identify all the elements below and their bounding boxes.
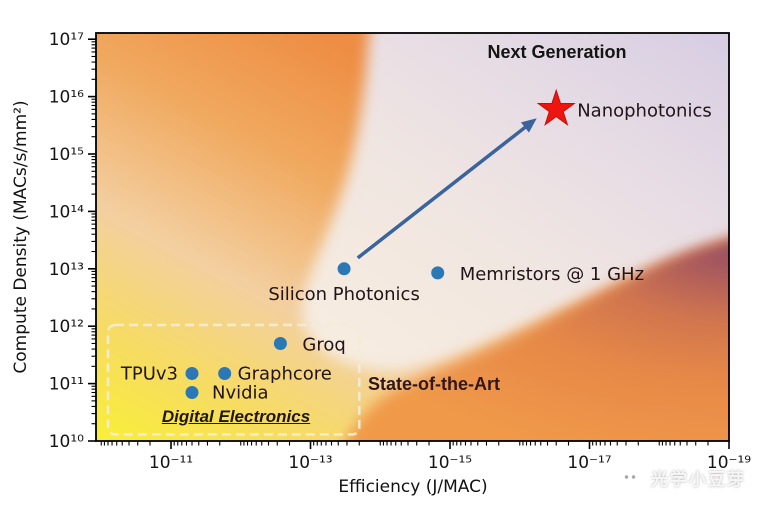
y-tick-label: 10¹⁵	[49, 145, 84, 165]
data-point-memristors-1-ghz	[431, 266, 445, 280]
data-points	[185, 88, 576, 399]
x-tick-label: 10⁻¹⁷	[567, 453, 611, 473]
x-tick-label: 10⁻¹³	[288, 453, 332, 473]
digital-electronics-box	[106, 323, 361, 436]
plot-background	[96, 33, 729, 441]
watermark-text: 光学小豆芽	[651, 469, 746, 490]
arrow-shaft	[356, 124, 529, 260]
annotation-state-of-the-art: State-of-the-Art	[368, 374, 500, 394]
x-tick-label: 10⁻¹⁵	[428, 453, 472, 473]
y-tick-label: 10¹²	[49, 317, 84, 337]
data-point-groq	[273, 336, 287, 350]
data-point-graphcore	[218, 366, 232, 380]
y-tick-label: 10¹⁰	[49, 432, 84, 452]
x-axis-label: Efficiency (J/MAC)	[338, 477, 488, 497]
axis-tick-labels: 10⁻¹¹ 10⁻¹³ 10⁻¹⁵ 10⁻¹⁷ 10⁻¹⁹ 10¹⁰ 10¹¹ 10¹² 10¹…	[49, 30, 752, 473]
point-label-graphcore: Graphcore	[238, 363, 332, 384]
annotation-next-generation: Next Generation	[487, 42, 627, 62]
digital-electronics-dashed-rect	[106, 323, 361, 436]
point-label-tpuv3: TPUv3	[120, 363, 178, 384]
point-label-nanophotonics: Nanophotonics	[577, 100, 712, 121]
y-axis-label: Compute Density (MACs/s/mm²)	[11, 100, 31, 374]
arrow-head	[520, 118, 537, 133]
x-tick-label: 10⁻¹¹	[149, 453, 193, 473]
background-blob-next-generation	[302, 33, 729, 371]
y-tick-label: 10¹⁴	[49, 202, 84, 222]
y-tick-label: 10¹³	[49, 260, 84, 280]
trend-arrow	[356, 118, 537, 260]
plot-frame	[95, 32, 730, 442]
point-label-nvidia: Nvidia	[212, 382, 269, 403]
x-tick-label: 10⁻¹⁹	[707, 453, 751, 473]
data-point-silicon-photonics	[337, 262, 351, 276]
data-point-tpuv3	[185, 366, 199, 380]
point-label-memristors-1-ghz: Memristors @ 1 GHz	[460, 264, 644, 285]
sprout-face-icon	[606, 463, 641, 489]
data-point-nvidia	[185, 385, 199, 399]
point-label-groq: Groq	[302, 334, 345, 355]
watermark: 光学小豆芽	[606, 461, 772, 493]
annotation-digital-electronics: Digital Electronics	[161, 407, 311, 426]
y-tick-label: 10¹⁷	[49, 30, 84, 50]
point-label-silicon-photonics: Silicon Photonics	[268, 284, 420, 305]
data-point-nanophotonics	[536, 88, 576, 127]
y-tick-label: 10¹⁶	[49, 88, 84, 108]
background-blob-bottom-right	[346, 240, 729, 441]
y-tick-label: 10¹¹	[49, 375, 84, 395]
